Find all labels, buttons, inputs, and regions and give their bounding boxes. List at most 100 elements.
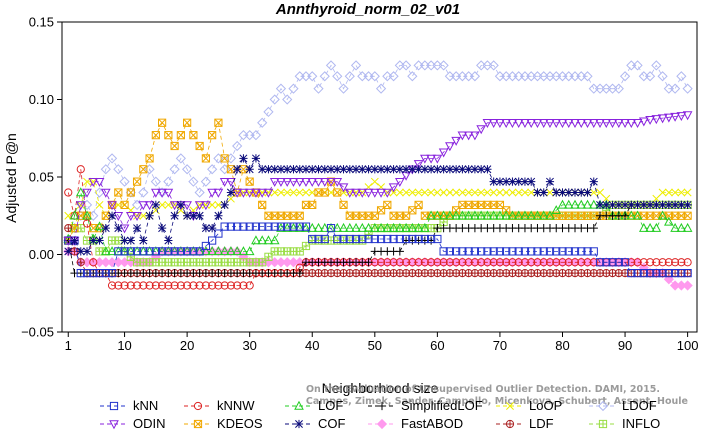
data-point-inflo (364, 230, 373, 239)
data-point-ldof (232, 140, 243, 152)
data-point-knnw (245, 281, 254, 290)
data-point-ldf (64, 224, 73, 233)
data-point-knnw (458, 258, 467, 267)
data-point-knn (483, 247, 492, 256)
legend-label-fastabod: FastABOD (401, 416, 463, 431)
data-point-odin (263, 188, 274, 198)
data-point-cof (157, 224, 167, 233)
data-point-loop (464, 188, 473, 197)
legend: kNN kNNW LOF SimplifiedLOF LoOP LDOF ODIN KDEOS… (100, 398, 660, 431)
data-point-cof (552, 188, 561, 197)
data-point-loop (458, 188, 467, 197)
data-point-kdeos (333, 188, 342, 197)
data-point-knn (139, 247, 148, 256)
data-point-odin (563, 119, 574, 129)
data-point-cof (114, 224, 123, 233)
data-point-cof (264, 165, 273, 174)
series-cof (64, 154, 692, 256)
data-point-odin (432, 154, 443, 164)
data-point-cof (433, 165, 442, 174)
data-point-lof (382, 222, 393, 232)
data-point-lof (657, 210, 668, 220)
data-point-lof (495, 210, 505, 220)
data-point-cof (570, 188, 580, 197)
data-point-knnw (495, 258, 505, 267)
data-point-cof (677, 200, 686, 209)
x-tick-label: 1 (65, 338, 72, 353)
data-point-cof (314, 165, 323, 174)
data-point-ldof (275, 83, 287, 94)
data-point-knn (233, 222, 242, 231)
data-point-cof (508, 177, 517, 186)
data-point-ldof (375, 83, 387, 94)
data-point-odin (138, 201, 149, 211)
data-point-cof (614, 200, 623, 209)
data-point-kdeos (214, 118, 223, 127)
data-point-loop (652, 194, 661, 203)
data-point-kdeos (220, 154, 229, 163)
data-point-odin (269, 177, 280, 187)
data-point-odin (201, 201, 211, 211)
data-point-cof (139, 236, 148, 245)
data-point-odin (438, 148, 449, 158)
data-point-lof (332, 222, 343, 232)
data-point-knnw (132, 281, 142, 290)
data-point-knn (570, 247, 580, 256)
data-point-knn (333, 234, 342, 244)
data-point-cof (389, 165, 398, 174)
data-point-knnw (420, 258, 429, 267)
data-point-cof (439, 165, 448, 174)
x-tick-label: 60 (430, 338, 444, 353)
data-point-lof (664, 216, 674, 226)
data-point-loop (158, 200, 167, 209)
series-lof (63, 187, 693, 256)
data-point-ldof (119, 176, 130, 187)
data-point-ldof (582, 71, 593, 82)
data-point-loop (677, 188, 686, 197)
plot-area (63, 60, 693, 291)
data-point-ldof (138, 187, 149, 198)
data-point-knn (351, 234, 361, 244)
y-tick-label: 0.15 (29, 15, 54, 30)
data-point-knn (264, 222, 273, 231)
data-point-simplifiedlof (589, 224, 598, 233)
data-point-odin (169, 201, 180, 211)
data-point-knn (470, 247, 480, 256)
data-point-odin (75, 201, 86, 211)
data-point-cof (214, 211, 223, 220)
data-point-odin (570, 119, 580, 129)
data-point-ldof (175, 153, 186, 164)
data-point-knnw (527, 258, 536, 267)
data-point-cof (320, 165, 329, 174)
data-point-ldof (657, 71, 668, 82)
data-point-cof (633, 200, 642, 209)
data-point-knnw (483, 258, 492, 267)
legend-label-ldf: LDF (529, 416, 554, 431)
data-point-knn (427, 234, 436, 244)
data-point-knn (107, 269, 117, 278)
data-point-knnw (464, 258, 473, 267)
data-point-lof (507, 210, 518, 220)
data-point-loop (671, 188, 680, 197)
chart-title: Annthyroid_norm_02_v01 (275, 1, 460, 18)
data-point-lof (520, 210, 530, 220)
data-point-knn (283, 222, 292, 231)
data-point-odin (294, 177, 305, 187)
legend-item-knnw: kNNW (184, 398, 255, 413)
data-point-cof (126, 236, 135, 245)
data-point-kdeos (208, 131, 217, 140)
data-point-lof (251, 235, 261, 245)
data-point-kdeos (295, 211, 304, 220)
data-point-odin (413, 160, 424, 170)
data-point-cof (527, 177, 536, 186)
data-point-odin (182, 201, 192, 211)
data-point-kdeos (176, 131, 185, 140)
axes: 1 10 20 30 40 50 60 70 80 90 100 −0.05 0.00 0.05 0.10 0… (21, 15, 698, 354)
data-point-cof (620, 200, 630, 209)
data-point-cof (383, 165, 392, 174)
legend-label-lof: LOF (318, 398, 343, 413)
data-point-lof (351, 222, 361, 232)
data-point-knn (157, 247, 167, 256)
data-point-kdeos (201, 154, 210, 163)
data-point-cof (208, 224, 217, 233)
